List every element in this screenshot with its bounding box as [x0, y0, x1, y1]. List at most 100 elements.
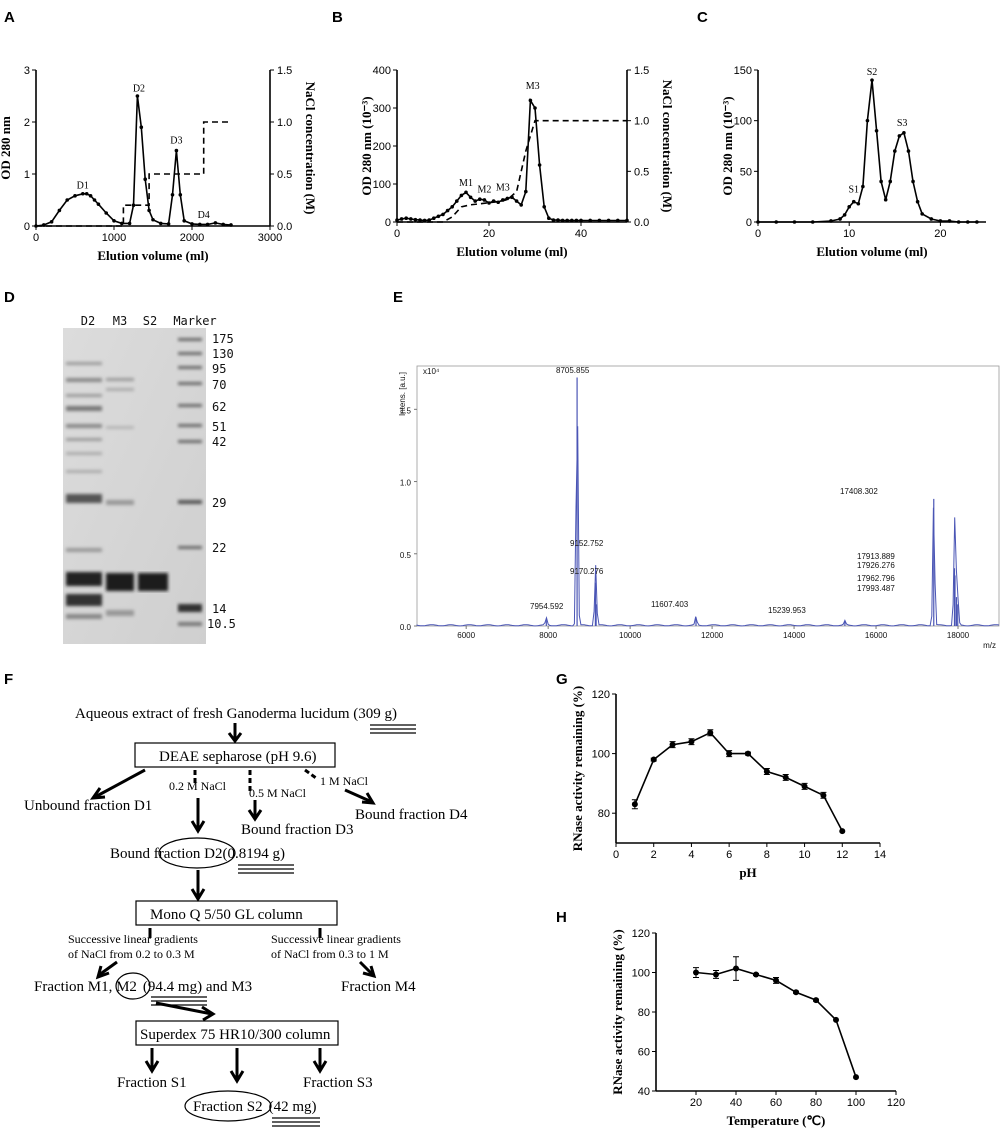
y-multiplier: x10⁴ [423, 367, 440, 376]
data-point [436, 214, 441, 219]
panel-label-b: B [332, 9, 343, 26]
data-point [833, 1016, 839, 1023]
data-point [427, 218, 432, 222]
data-point [112, 219, 116, 223]
data-point [528, 98, 533, 103]
gel-marker-label: 175 [212, 332, 234, 346]
data-point [229, 223, 233, 227]
data-point [782, 774, 789, 781]
data-point [519, 203, 523, 207]
data-point [773, 977, 779, 984]
y-tick-label: 1.0 [400, 479, 412, 488]
x-tick-label: 2000 [180, 232, 204, 244]
gel-marker-label: 70 [212, 378, 226, 392]
data-point [745, 750, 751, 757]
y2-tick-label: 1.0 [277, 117, 292, 129]
y-tick-label: 100 [734, 116, 752, 128]
x-tick-label: 10 [843, 228, 855, 240]
data-point [213, 221, 218, 225]
x-axis-label: Elution volume (ml) [456, 244, 567, 259]
data-point [127, 221, 132, 226]
data-point [597, 218, 602, 223]
y-tick-label: 1.5 [400, 406, 412, 415]
data-point [588, 218, 592, 223]
data-point [865, 118, 870, 123]
purification-flowchart: Aqueous extract of fresh Ganoderma lucid… [24, 706, 468, 1127]
unbound-fraction-d1: Unbound fraction D1 [24, 798, 152, 814]
data-point [84, 191, 89, 196]
superdex-box [135, 1020, 339, 1046]
data-point [756, 220, 760, 224]
gel-image [63, 328, 206, 644]
x-tick-label: 12 [836, 849, 848, 861]
gel-marker-label: 22 [212, 541, 226, 555]
data-point [131, 203, 136, 207]
bound-fraction-d3: Bound fraction D3 [241, 822, 353, 838]
fraction-s2: Fraction S2 (42 mg) [193, 1099, 317, 1115]
data-point [418, 218, 422, 222]
series-line-0 [634, 731, 844, 832]
panel-label-d: D [4, 289, 15, 306]
gel-marker-label: 29 [212, 496, 226, 510]
peak-label: S1 [848, 185, 859, 196]
data-point [205, 222, 210, 227]
gel-lane-label: Marker [173, 314, 216, 328]
gel-lane-label: S2 [143, 314, 157, 328]
data-point [915, 199, 920, 204]
gradient-2-line2: of NaCl from 0.3 to 1 M [271, 947, 389, 961]
data-point [178, 193, 183, 197]
data-point [792, 220, 797, 224]
data-point [631, 801, 638, 808]
gel-lane-label: D2 [81, 314, 95, 328]
data-point [413, 217, 418, 222]
x-tick-label: 1000 [102, 232, 126, 244]
bound-fraction-d2: Bound fraction D2(0.8194 g) [110, 846, 285, 862]
y-tick-label: 120 [632, 928, 650, 940]
y2-tick-label: 0.5 [634, 166, 649, 178]
series-line-0 [695, 967, 857, 1078]
ms-peak-label: 17993.487 [857, 584, 895, 593]
data-point [468, 195, 473, 200]
gel-marker-label: 95 [212, 362, 226, 376]
data-point [688, 738, 695, 745]
y-tick-label: 3 [24, 65, 30, 77]
gradient-2-line1: Successive linear gradients [271, 932, 401, 946]
data-point [565, 218, 569, 223]
data-point [965, 220, 970, 224]
ms-peak-label: 7954.592 [530, 602, 564, 611]
data-point [938, 219, 943, 223]
y-tick-label: 0 [385, 217, 391, 229]
data-point [151, 217, 155, 222]
fraction-s1: Fraction S1 [117, 1075, 187, 1091]
fraction-s3: Fraction S3 [303, 1075, 373, 1091]
data-point [399, 217, 404, 221]
x-tick-label: 10 [798, 849, 810, 861]
data-point [464, 190, 468, 195]
data-point [81, 191, 85, 196]
data-point [96, 202, 101, 206]
ms-peak-label: 17926.276 [857, 561, 895, 570]
ms-peak-label: 15239.953 [768, 606, 806, 615]
panel-label-c: C [697, 9, 708, 26]
data-point [170, 193, 175, 197]
data-point [851, 199, 856, 204]
gradient-1-line1: Successive linear gradients [68, 932, 198, 946]
gel-lane-m3-bands [106, 378, 134, 616]
gel-marker-label: 14 [212, 602, 226, 616]
superdex-label: Superdex 75 HR10/300 column [140, 1027, 331, 1043]
data-point [221, 222, 225, 227]
y-tick-label: 80 [598, 808, 610, 820]
peak-label: D4 [198, 210, 210, 221]
y-tick-label: 2 [24, 117, 30, 129]
chart-g-ph-stability: 0 2 4 6 8 10 12 14 80 100 120 pH RNase activity rema… [570, 686, 886, 880]
spectrum-trace [416, 426, 1000, 627]
data-point [570, 218, 574, 223]
monoq-box [135, 900, 338, 926]
data-point [478, 197, 482, 201]
data-point [829, 219, 833, 223]
y2-tick-label: 1.0 [634, 116, 649, 128]
data-point [73, 194, 77, 198]
x-tick-label: 14 [874, 849, 886, 861]
data-point [496, 200, 501, 205]
